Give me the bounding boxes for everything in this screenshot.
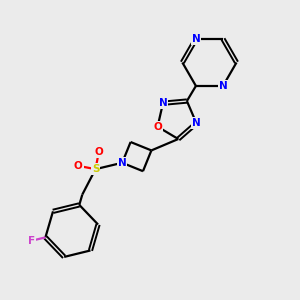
Text: N: N — [191, 34, 200, 44]
Text: O: O — [153, 122, 162, 132]
Text: N: N — [219, 81, 227, 91]
Text: S: S — [92, 164, 99, 174]
Text: N: N — [192, 118, 201, 128]
Text: N: N — [118, 158, 127, 168]
Text: F: F — [28, 236, 35, 246]
Text: N: N — [159, 98, 167, 108]
Text: O: O — [94, 147, 103, 157]
Text: O: O — [74, 161, 83, 171]
